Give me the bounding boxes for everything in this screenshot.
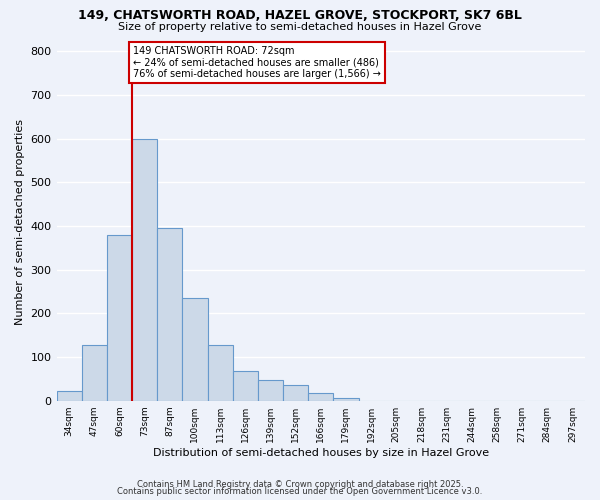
Text: Contains HM Land Registry data © Crown copyright and database right 2025.: Contains HM Land Registry data © Crown c… xyxy=(137,480,463,489)
Text: Size of property relative to semi-detached houses in Hazel Grove: Size of property relative to semi-detach… xyxy=(118,22,482,32)
Bar xyxy=(82,345,107,401)
Bar xyxy=(283,386,308,400)
Bar xyxy=(157,228,182,400)
Text: 149 CHATSWORTH ROAD: 72sqm
← 24% of semi-detached houses are smaller (486)
76% o: 149 CHATSWORTH ROAD: 72sqm ← 24% of semi… xyxy=(133,46,381,80)
Bar xyxy=(208,345,233,401)
Text: 149, CHATSWORTH ROAD, HAZEL GROVE, STOCKPORT, SK7 6BL: 149, CHATSWORTH ROAD, HAZEL GROVE, STOCK… xyxy=(78,9,522,22)
Bar xyxy=(258,380,283,400)
Bar xyxy=(334,398,359,400)
Bar xyxy=(132,138,157,400)
X-axis label: Distribution of semi-detached houses by size in Hazel Grove: Distribution of semi-detached houses by … xyxy=(153,448,489,458)
Y-axis label: Number of semi-detached properties: Number of semi-detached properties xyxy=(15,118,25,324)
Bar xyxy=(233,371,258,400)
Bar xyxy=(56,391,82,400)
Bar xyxy=(182,298,208,400)
Bar xyxy=(107,234,132,400)
Text: Contains public sector information licensed under the Open Government Licence v3: Contains public sector information licen… xyxy=(118,487,482,496)
Bar xyxy=(308,393,334,400)
